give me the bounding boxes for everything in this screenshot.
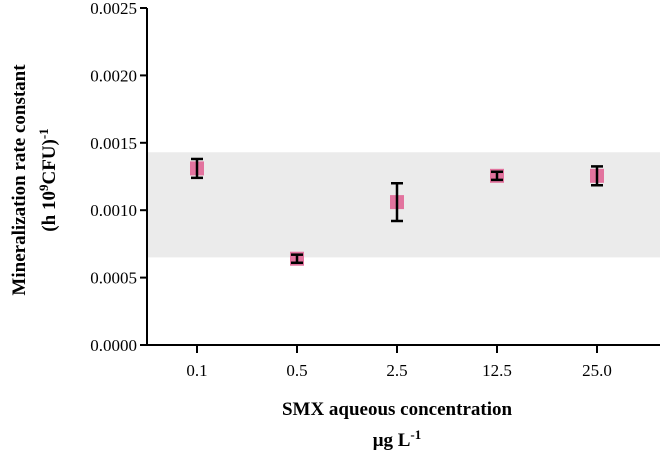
x-axis-title: SMX aqueous concentration [282, 399, 513, 420]
y-tick-label: 0.0005 [90, 269, 137, 288]
x-tick-label: 0.1 [186, 361, 207, 380]
y-ticks: 0.0000 0.0005 0.0010 0.0015 0.0020 0.0025 [90, 0, 147, 355]
y-tick-label: 0.0015 [90, 134, 137, 153]
y-axis-unit: (h 109CFU)-1 [36, 128, 60, 231]
data-marks [190, 157, 604, 266]
y-tick-label: 0.0010 [90, 201, 137, 220]
y-tick-label: 0.0020 [90, 66, 137, 85]
y-tick-label: 0.0025 [90, 0, 137, 18]
y-tick-label: 0.0000 [90, 336, 137, 355]
x-axis-unit: μg L-1 [373, 427, 422, 451]
x-tick-label: 2.5 [386, 361, 407, 380]
x-ticks: 0.1 0.5 2.5 12.5 25.0 [186, 345, 612, 380]
x-tick-label: 12.5 [482, 361, 512, 380]
x-tick-label: 0.5 [286, 361, 307, 380]
y-axis-title: Mineralization rate constant [9, 64, 30, 296]
x-tick-label: 25.0 [582, 361, 612, 380]
